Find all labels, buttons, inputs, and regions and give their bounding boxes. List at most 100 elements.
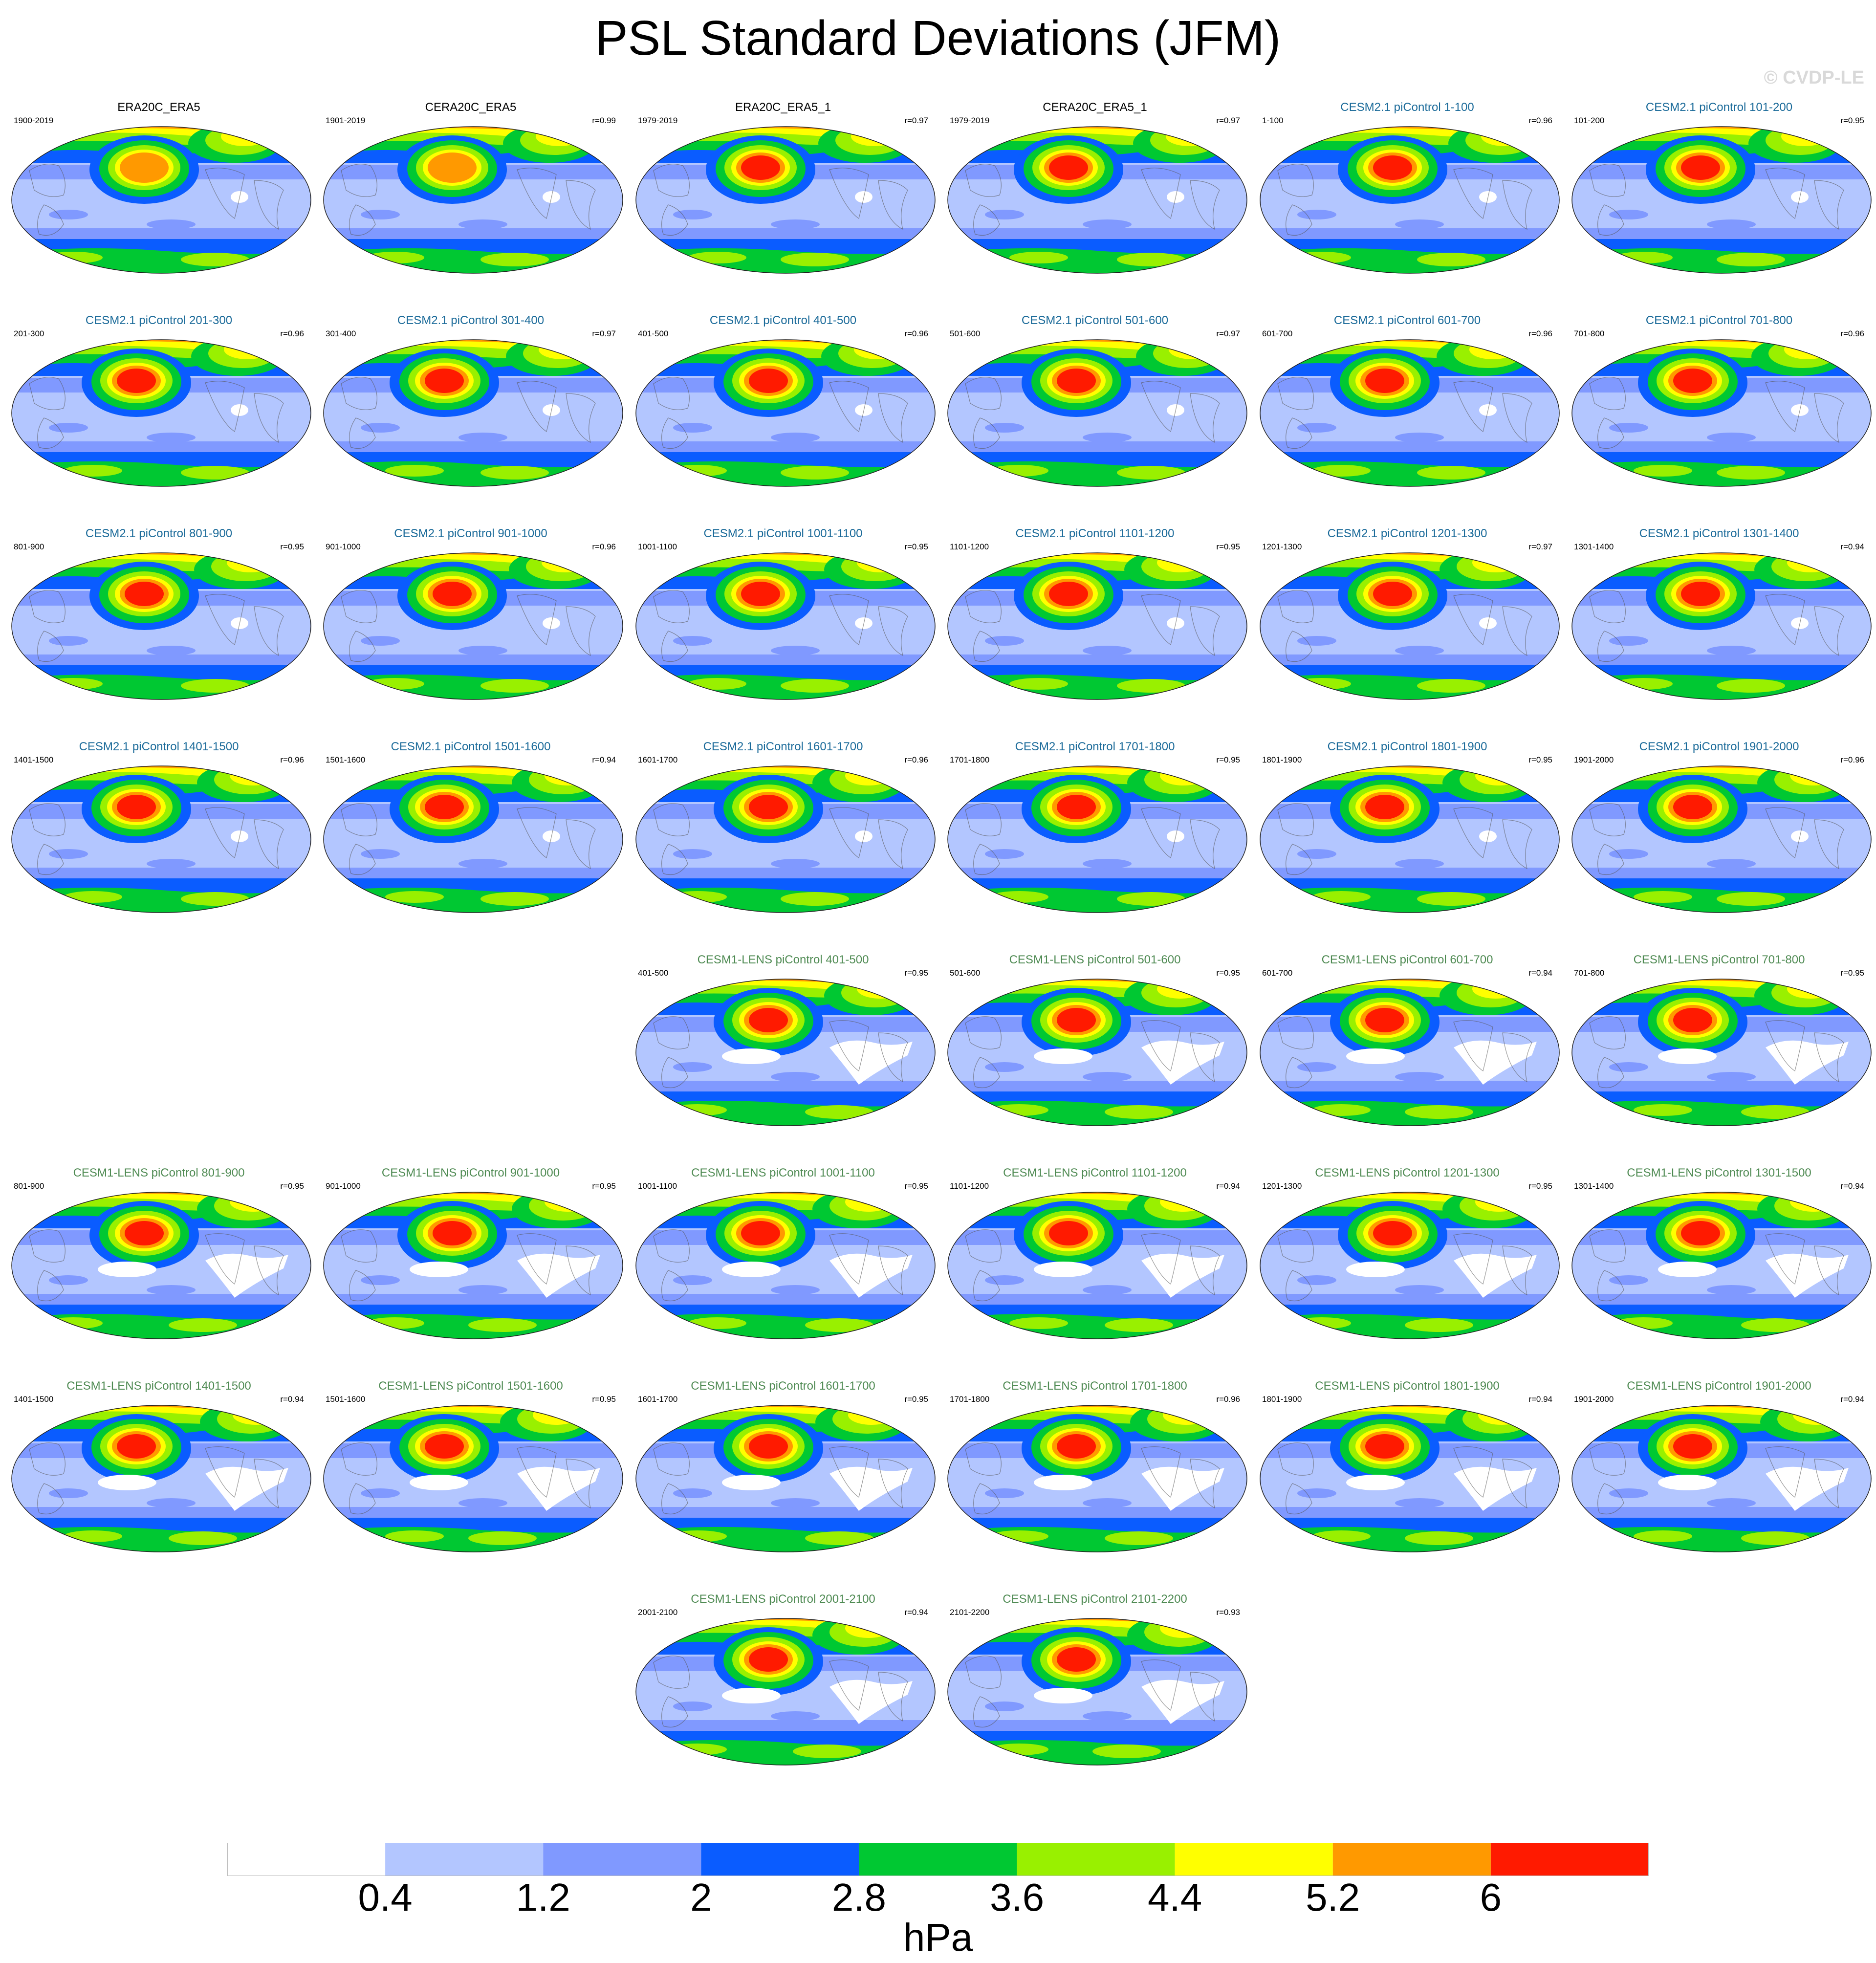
panel-map	[1260, 765, 1560, 913]
panel-map	[635, 552, 936, 700]
panel-years: 301-400	[326, 329, 356, 338]
map-panel: CESM2.1 piControl 801-900 801-900 r=0.95	[5, 526, 313, 737]
map-panel: CESM2.1 piControl 1301-1400 1301-1400 r=0.…	[1565, 526, 1873, 737]
panel-years: 701-800	[1574, 968, 1605, 978]
panel-map	[323, 1192, 623, 1339]
psl-std-field	[636, 766, 935, 913]
psl-std-field	[948, 553, 1247, 699]
panel-title: CESM2.1 piControl 1401-1500	[79, 740, 239, 753]
map-panel: CESM1-LENS piControl 701-800 701-800 r=0.9…	[1565, 953, 1873, 1163]
panel-map	[1260, 552, 1560, 700]
panel-years: 501-600	[950, 968, 981, 978]
panel-map	[635, 1618, 936, 1766]
panel-map	[635, 765, 936, 913]
panel-pattern-correlation: r=0.95	[904, 968, 928, 978]
panel-map	[635, 1405, 936, 1552]
psl-std-field	[1260, 1405, 1559, 1552]
map-panel: CESM1-LENS piControl 1401-1500 1401-1500 r…	[5, 1379, 313, 1589]
panel-pattern-correlation: r=0.96	[904, 329, 928, 338]
colorbar-swatch	[859, 1843, 1017, 1876]
psl-std-field	[636, 553, 935, 699]
panel-years: 1001-1100	[638, 542, 677, 551]
panel-title: CESM1-LENS piControl 1101-1200	[1003, 1166, 1187, 1179]
panel-pattern-correlation: r=0.94	[904, 1608, 928, 1617]
panel-title: CESM2.1 piControl 1201-1300	[1327, 527, 1487, 540]
panel-title: CESM2.1 piControl 1-100	[1340, 101, 1474, 114]
panel-years: 401-500	[638, 329, 669, 338]
panel-pattern-correlation: r=0.96	[280, 329, 304, 338]
colorbar-units: hPa	[903, 1916, 973, 1959]
psl-std-field	[324, 766, 623, 913]
panel-pattern-correlation: r=0.94	[1528, 1395, 1552, 1404]
panel-pattern-correlation: r=0.96	[592, 542, 616, 551]
panel-map	[947, 1192, 1247, 1339]
panel-years: 1901-2019	[326, 116, 366, 125]
panel-map	[635, 979, 936, 1126]
panel-title: CESM1-LENS piControl 1201-1300	[1315, 1166, 1500, 1179]
panel-years: 901-1000	[326, 1181, 361, 1191]
map-panel: CESM1-LENS piControl 1601-1700 1601-1700 r…	[629, 1379, 937, 1589]
panel-title: CESM1-LENS piControl 501-600	[1009, 953, 1181, 966]
panel-title: CESM2.1 piControl 301-400	[397, 314, 545, 327]
panel-map	[11, 1192, 311, 1339]
map-panel: CESM1-LENS piControl 601-700 601-700 r=0.9…	[1253, 953, 1561, 1163]
panel-pattern-correlation: r=0.95	[1216, 968, 1240, 978]
panel-years: 1201-1300	[1262, 542, 1302, 551]
psl-std-field	[1260, 127, 1559, 273]
panel-title: CESM1-LENS piControl 901-1000	[381, 1166, 560, 1179]
panel-pattern-correlation: r=0.96	[1216, 1395, 1240, 1404]
panel-title: CESM1-LENS piControl 601-700	[1321, 953, 1493, 966]
psl-std-field	[324, 340, 623, 486]
panel-years: 601-700	[1262, 329, 1293, 338]
psl-std-field	[948, 1192, 1247, 1339]
map-panel: CESM1-LENS piControl 1101-1200 1101-1200 r…	[941, 1166, 1249, 1376]
panel-pattern-correlation: r=0.97	[592, 329, 616, 338]
psl-std-field	[1260, 340, 1559, 486]
colorbar-swatch	[701, 1843, 859, 1876]
map-panel: CESM1-LENS piControl 1201-1300 1201-1300 r…	[1253, 1166, 1561, 1376]
panel-pattern-correlation: r=0.97	[1216, 329, 1240, 338]
panel-years: 1979-2019	[950, 116, 990, 125]
panel-pattern-correlation: r=0.94	[1528, 968, 1552, 978]
map-panel: CERA20C_ERA5 1901-2019 r=0.99	[317, 100, 625, 310]
panel-title: CESM2.1 piControl 201-300	[85, 314, 233, 327]
panel-pattern-correlation: r=0.95	[1840, 116, 1864, 125]
map-panel: CESM2.1 piControl 901-1000 901-1000 r=0.96	[317, 526, 625, 737]
panel-title: CESM2.1 piControl 101-200	[1645, 101, 1793, 114]
panel-title: CESM1-LENS piControl 1401-1500	[66, 1379, 251, 1393]
psl-std-field	[948, 1405, 1247, 1552]
panel-map	[1571, 126, 1872, 274]
psl-std-field	[1260, 1192, 1559, 1339]
psl-std-field	[636, 340, 935, 486]
psl-std-field	[1572, 766, 1871, 913]
panel-pattern-correlation: r=0.96	[1840, 329, 1864, 338]
map-panel: ERA20C_ERA5 1900-2019	[5, 100, 313, 310]
panel-map	[947, 979, 1247, 1126]
map-panel: CESM2.1 piControl 301-400 301-400 r=0.97	[317, 313, 625, 523]
panel-pattern-correlation: r=0.95	[280, 542, 304, 551]
panel-map	[323, 1405, 623, 1552]
panel-map	[1260, 1192, 1560, 1339]
panel-title: CESM1-LENS piControl 1001-1100	[691, 1166, 875, 1179]
panel-map	[635, 339, 936, 487]
map-panel: CESM1-LENS piControl 801-900 801-900 r=0.9…	[5, 1166, 313, 1376]
panel-years: 801-900	[14, 1181, 44, 1191]
panel-years: 1501-1600	[326, 755, 366, 764]
panel-title: CESM1-LENS piControl 1601-1700	[691, 1379, 875, 1393]
map-panel: CESM2.1 piControl 501-600 501-600 r=0.97	[941, 313, 1249, 523]
panel-map	[1571, 765, 1872, 913]
colorbar	[227, 1843, 1649, 1876]
map-panel: CESM1-LENS piControl 1901-2000 1901-2000 r…	[1565, 1379, 1873, 1589]
panel-years: 201-300	[14, 329, 44, 338]
panel-title: CESM2.1 piControl 801-900	[85, 527, 233, 540]
psl-std-field	[12, 766, 311, 913]
psl-std-field	[636, 1618, 935, 1765]
panel-map	[1571, 339, 1872, 487]
panel-years: 1900-2019	[14, 116, 54, 125]
panel-years: 801-900	[14, 542, 44, 551]
panel-pattern-correlation: r=0.96	[1528, 329, 1552, 338]
panel-title: CESM2.1 piControl 601-700	[1333, 314, 1481, 327]
panel-pattern-correlation: r=0.95	[592, 1395, 616, 1404]
panel-map	[323, 552, 623, 700]
panel-pattern-correlation: r=0.95	[1528, 755, 1552, 764]
